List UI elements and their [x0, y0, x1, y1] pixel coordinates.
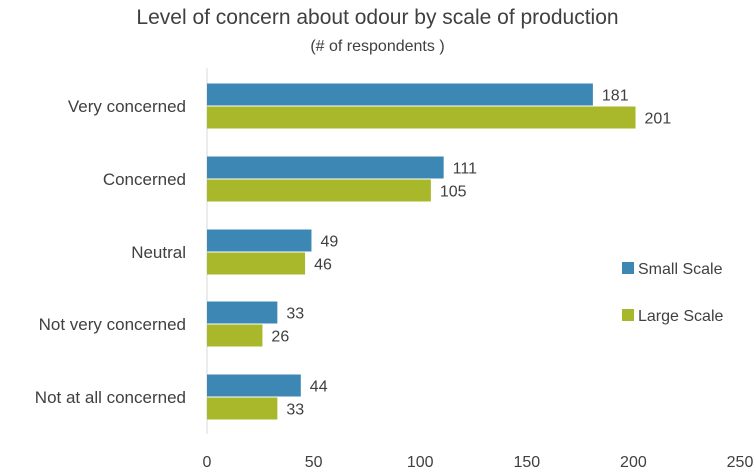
chart-title: Level of concern about odour by scale of… — [136, 6, 619, 29]
data-label: 201 — [645, 111, 672, 128]
data-label: 44 — [310, 379, 328, 396]
legend-swatch — [622, 309, 634, 321]
legend-label: Large Scale — [638, 308, 723, 325]
data-label: 33 — [286, 402, 304, 419]
data-label: 181 — [602, 88, 629, 105]
bar — [207, 301, 278, 324]
x-tick-label: 50 — [305, 454, 323, 471]
x-tick-label: 150 — [513, 454, 540, 471]
data-label: 46 — [314, 257, 332, 274]
bar — [207, 324, 263, 347]
x-tick-label: 100 — [407, 454, 434, 471]
bar — [207, 83, 593, 106]
bar — [207, 156, 444, 179]
category-label: Not at all concerned — [35, 388, 186, 407]
legend-swatch — [622, 262, 634, 274]
data-label: 26 — [271, 329, 289, 346]
data-label: 49 — [320, 234, 338, 251]
bar — [207, 252, 306, 275]
category-label: Neutral — [131, 243, 186, 262]
bar — [207, 374, 301, 397]
bar — [207, 106, 636, 129]
category-label: Concerned — [103, 170, 186, 189]
category-label: Very concerned — [68, 97, 186, 116]
data-label: 105 — [440, 184, 467, 201]
bar — [207, 179, 431, 202]
x-tick-label: 0 — [203, 454, 212, 471]
data-label: 33 — [286, 306, 304, 323]
data-label: 111 — [453, 161, 477, 178]
legend-label: Small Scale — [638, 261, 723, 278]
x-tick-label: 250 — [727, 454, 754, 471]
bar — [207, 397, 278, 420]
category-label: Not very concerned — [39, 315, 186, 334]
x-tick-label: 200 — [620, 454, 647, 471]
bar — [207, 229, 312, 252]
chart-subtitle: (# of respondents ) — [310, 38, 445, 55]
